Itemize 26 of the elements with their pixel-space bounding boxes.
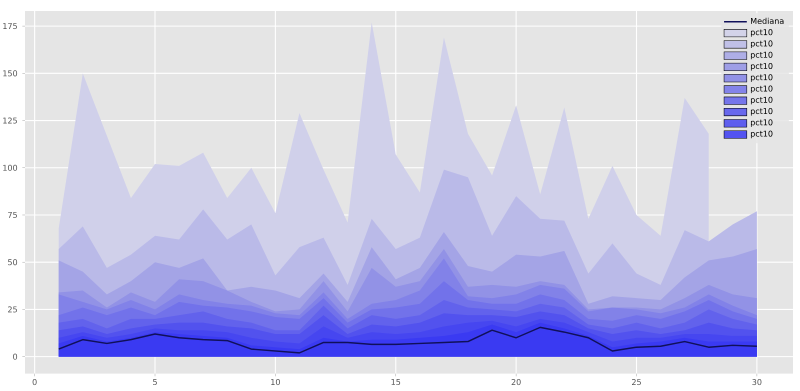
legend-label: pct10 <box>750 52 772 60</box>
legend-label: pct10 <box>750 74 772 82</box>
x-tick-label: 25 <box>632 379 641 386</box>
legend-label: pct10 <box>750 130 772 138</box>
legend-label: pct10 <box>750 86 772 94</box>
y-tick-label: 150 <box>3 70 18 76</box>
y-tick-label: 25 <box>8 306 17 312</box>
y-tick-label: 100 <box>3 164 18 171</box>
x-tick-label: 20 <box>512 379 521 386</box>
legend-label: pct10 <box>750 96 772 104</box>
legend-label: Mediana <box>751 18 784 24</box>
legend-label: pct10 <box>750 40 772 48</box>
y-tick-label: 175 <box>3 23 17 30</box>
legend-label: pct10 <box>750 29 772 37</box>
y-tick-label: 50 <box>8 259 18 266</box>
x-tick-label: 15 <box>392 379 400 385</box>
x-tick-label: 5 <box>153 379 157 385</box>
x-tick-label: 30 <box>752 379 762 386</box>
x-tick-label: 10 <box>271 379 280 386</box>
y-tick-label: 75 <box>8 212 17 218</box>
legend-label: pct10 <box>750 119 772 127</box>
y-tick-label: 0 <box>13 354 18 360</box>
legend-label: pct10 <box>750 62 772 71</box>
x-tick-label: 0 <box>32 379 37 386</box>
legend-label: pct10 <box>750 108 772 116</box>
y-tick-label: 125 <box>3 118 17 124</box>
